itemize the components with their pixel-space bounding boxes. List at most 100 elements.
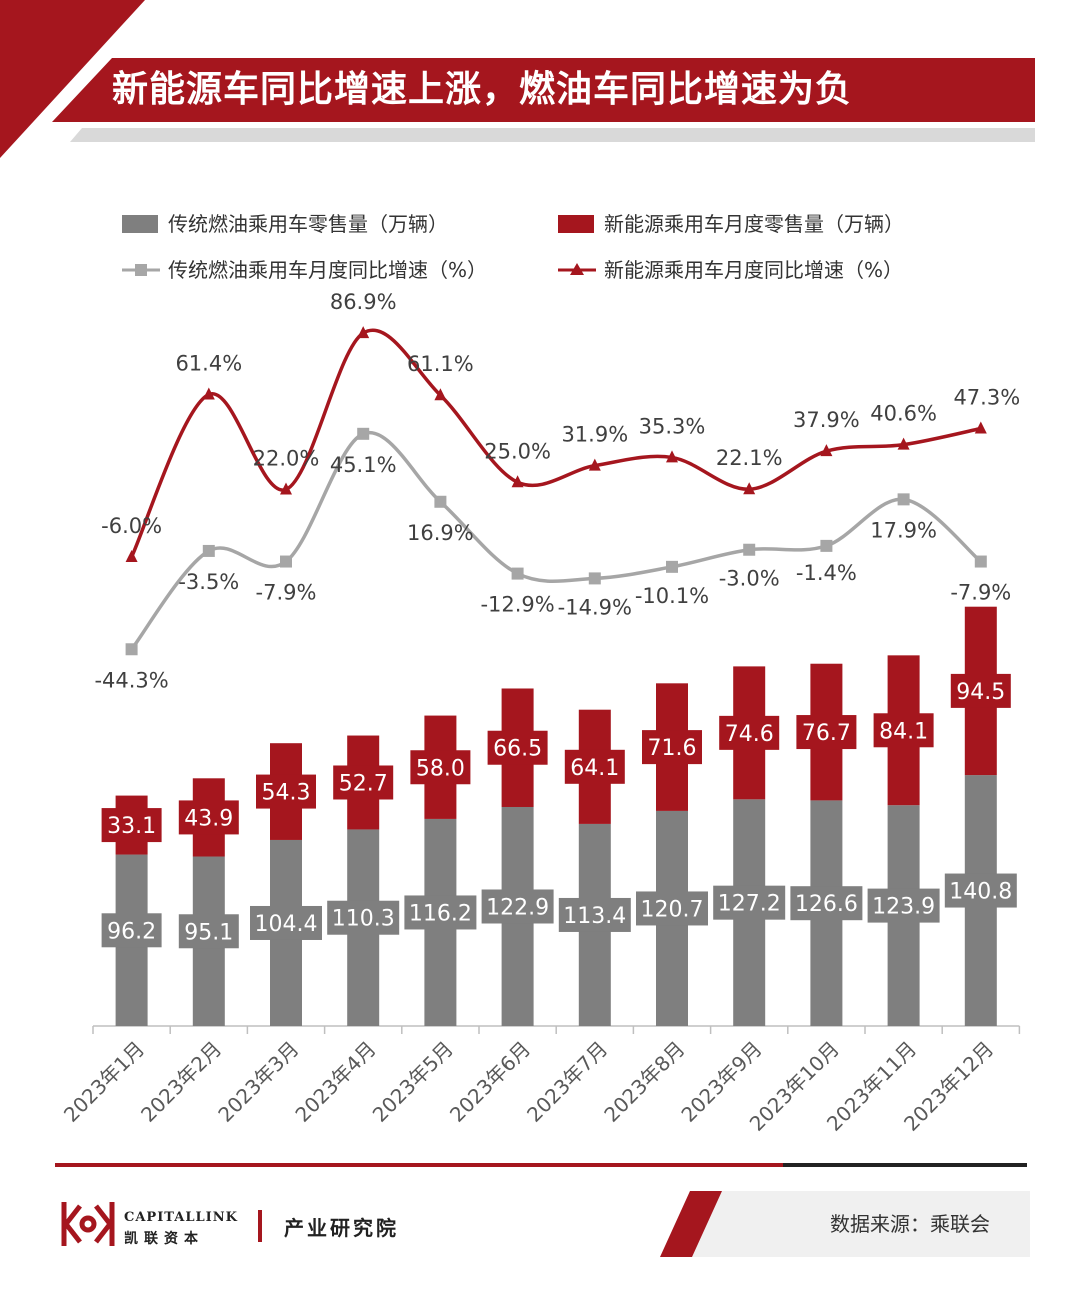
label-nev-value: 94.5: [956, 680, 1005, 705]
x-tick-label: 2023年5月: [368, 1037, 458, 1127]
label-ice-value: 123.9: [872, 895, 935, 920]
label-ice-yoy: -44.3%: [94, 668, 168, 692]
legend-swatch: [558, 215, 594, 233]
x-tick-label: 2023年2月: [136, 1037, 226, 1127]
marker-nev: [202, 387, 215, 400]
label-nev-value-box: [564, 749, 625, 784]
marker-nev: [125, 549, 138, 562]
marker-ice: [434, 495, 447, 508]
x-tick-label: 2023年1月: [59, 1037, 149, 1127]
line-nev-yoy: [130, 328, 982, 558]
label-ice-value-box: [327, 900, 400, 935]
title-band-shadow: [70, 128, 1035, 142]
label-ice-yoy: 16.9%: [407, 521, 474, 545]
label-ice-value: 127.2: [718, 892, 781, 917]
label-ice-value: 113.4: [563, 904, 626, 929]
marker-nev: [434, 388, 447, 401]
legend-marker-triangle: [570, 263, 584, 275]
label-nev-value: 84.1: [879, 719, 928, 744]
label-ice-yoy: -3.0%: [719, 567, 780, 591]
label-nev-value: 43.9: [184, 806, 233, 831]
label-nev-yoy: -6.0%: [101, 514, 162, 538]
label-ice-yoy: 17.9%: [870, 518, 937, 542]
marker-nev: [280, 482, 292, 495]
label-ice-yoy: -12.9%: [480, 593, 554, 617]
label-ice-value-box: [558, 897, 631, 932]
label-nev-value: 58.0: [416, 756, 465, 781]
marker-ice: [202, 544, 215, 557]
marker-nev: [974, 421, 987, 434]
x-tick-label: 2023年4月: [290, 1037, 380, 1127]
marker-nev: [511, 475, 524, 488]
label-ice-value-box: [713, 885, 786, 920]
label-nev-value-box: [950, 673, 1011, 708]
label-ice-value-box: [636, 891, 708, 926]
label-ice-value-box: [101, 913, 162, 948]
label-ice-value: 122.9: [486, 895, 549, 920]
legend-marker-square: [135, 264, 147, 276]
label-ice-value: 126.6: [795, 892, 858, 917]
footer-rule: [55, 1163, 1027, 1167]
label-ice-yoy: -1.4%: [796, 561, 857, 585]
marker-nev: [820, 444, 833, 457]
label-nev-value-box: [873, 713, 934, 748]
label-nev-yoy: 86.9%: [330, 290, 397, 314]
label-nev-value: 54.3: [262, 781, 311, 806]
marker-ice: [511, 567, 524, 580]
label-ice-value-box: [790, 886, 863, 921]
label-ice-value: 96.2: [107, 919, 156, 944]
label-ice-value-box: [867, 888, 940, 923]
marker-ice: [666, 560, 678, 573]
label-nev-value-box: [719, 715, 780, 750]
label-nev-yoy: 35.3%: [639, 414, 706, 438]
label-nev-value: 52.7: [339, 771, 388, 796]
marker-ice: [357, 427, 370, 440]
legend-label: 传统燃油乘用车月度同比增速（%）: [168, 258, 487, 282]
label-ice-yoy: -7.9%: [950, 581, 1011, 605]
source-panel: [660, 1191, 1030, 1257]
legend: 传统燃油乘用车零售量（万辆） 新能源乘用车月度零售量（万辆） 传统燃油乘用车月度同比…: [122, 212, 904, 282]
marker-nev: [357, 326, 370, 339]
marker-nev: [666, 450, 678, 463]
label-ice-value-box: [404, 895, 477, 930]
label-nev-value-box: [101, 808, 162, 843]
label-nev-yoy: 22.0%: [253, 446, 320, 470]
marker-nev: [588, 458, 601, 471]
label-nev-value: 71.6: [648, 736, 697, 761]
combo-chart: 传统燃油乘用车零售量（万辆） 新能源乘用车月度零售量（万辆） 传统燃油乘用车月度同比…: [59, 212, 1020, 1136]
label-ice-value: 104.4: [255, 912, 318, 937]
label-nev-value-box: [796, 715, 857, 750]
label-nev-yoy: 25.0%: [484, 439, 551, 463]
label-nev-yoy: 37.9%: [793, 408, 860, 432]
label-ice-value: 116.2: [409, 901, 472, 926]
label-ice-value: 140.8: [949, 880, 1012, 905]
page-title: 新能源车同比增速上涨，燃油车同比增速为负: [112, 69, 853, 110]
legend-label: 新能源乘用车月度同比增速（%）: [604, 258, 903, 282]
label-ice-value-box: [250, 905, 322, 940]
data-source: 数据来源：乘联会: [830, 1212, 990, 1236]
title-band: [52, 58, 1035, 122]
label-nev-value: 76.7: [802, 721, 851, 746]
label-nev-yoy: 22.1%: [716, 446, 783, 470]
label-ice-yoy: -10.1%: [635, 584, 709, 608]
lines: [125, 326, 987, 656]
marker-nev: [743, 482, 756, 495]
label-nev-value: 64.1: [570, 756, 619, 781]
marker-ice: [125, 643, 138, 656]
label-ice-yoy: -3.5%: [178, 570, 239, 594]
header-banner: [0, 0, 1035, 158]
label-nev-yoy: 61.4%: [175, 352, 242, 376]
brand-divider: [258, 1210, 262, 1242]
label-nev-value: 74.6: [725, 722, 774, 747]
marker-ice: [820, 539, 833, 552]
marker-ice: [743, 543, 756, 556]
label-nev-value-box: [487, 730, 548, 765]
label-nev-value-box: [642, 730, 702, 765]
label-ice-yoy: -7.9%: [256, 581, 317, 605]
label-ice-value-box: [944, 873, 1017, 908]
label-ice-yoy: -14.9%: [558, 595, 632, 619]
marker-ice: [280, 555, 292, 568]
label-ice-yoy: 45.1%: [330, 453, 397, 477]
label-ice-value: 95.1: [184, 920, 233, 945]
legend-swatch: [122, 215, 158, 233]
